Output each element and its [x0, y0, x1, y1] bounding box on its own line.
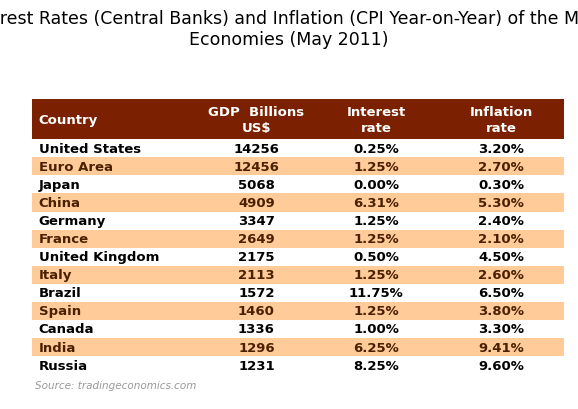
Text: GDP  Billions
US$: GDP Billions US$: [209, 106, 305, 135]
Bar: [32, 176, 564, 194]
Text: 1231: 1231: [238, 359, 275, 372]
Text: 3.20%: 3.20%: [478, 142, 524, 155]
Text: 12456: 12456: [234, 160, 279, 173]
Bar: [32, 320, 564, 338]
Text: 1.00%: 1.00%: [353, 323, 399, 336]
Text: 3347: 3347: [238, 215, 275, 227]
Text: 1296: 1296: [238, 341, 275, 354]
Text: 5.30%: 5.30%: [478, 197, 524, 209]
Text: 0.50%: 0.50%: [353, 251, 399, 263]
Bar: [32, 338, 564, 356]
Text: 2113: 2113: [238, 269, 275, 281]
Bar: [32, 140, 564, 158]
Text: Source: tradingeconomics.com: Source: tradingeconomics.com: [35, 380, 196, 390]
Text: Country: Country: [39, 114, 98, 126]
Text: 3.30%: 3.30%: [478, 323, 524, 336]
Text: Brazil: Brazil: [39, 287, 81, 300]
Text: 0.25%: 0.25%: [353, 142, 399, 155]
Text: 1.25%: 1.25%: [353, 215, 399, 227]
Text: 4.50%: 4.50%: [478, 251, 524, 263]
Bar: [32, 284, 564, 302]
Text: 5068: 5068: [238, 178, 275, 191]
Text: 2175: 2175: [238, 251, 275, 263]
Text: 1.25%: 1.25%: [353, 305, 399, 318]
Text: 6.31%: 6.31%: [353, 197, 399, 209]
Text: Inflation
rate: Inflation rate: [469, 106, 533, 135]
Text: 2.40%: 2.40%: [478, 215, 524, 227]
Text: Interest Rates (Central Banks) and Inflation (CPI Year-on-Year) of the Major
Eco: Interest Rates (Central Banks) and Infla…: [0, 10, 578, 49]
Text: France: France: [39, 233, 89, 245]
Text: 1.25%: 1.25%: [353, 269, 399, 281]
Text: 1.25%: 1.25%: [353, 233, 399, 245]
Text: 2.70%: 2.70%: [478, 160, 524, 173]
Text: Japan: Japan: [39, 178, 80, 191]
Bar: [32, 100, 564, 140]
Text: 1336: 1336: [238, 323, 275, 336]
Text: 6.50%: 6.50%: [478, 287, 524, 300]
Text: 1572: 1572: [238, 287, 275, 300]
Bar: [32, 248, 564, 266]
Text: 14256: 14256: [234, 142, 279, 155]
Text: Russia: Russia: [39, 359, 88, 372]
Bar: [32, 230, 564, 248]
Text: 2.60%: 2.60%: [478, 269, 524, 281]
Text: 0.00%: 0.00%: [353, 178, 399, 191]
Text: 3.80%: 3.80%: [478, 305, 524, 318]
Text: India: India: [39, 341, 76, 354]
Bar: [32, 212, 564, 230]
Text: Interest
rate: Interest rate: [346, 106, 406, 135]
Text: 1.25%: 1.25%: [353, 160, 399, 173]
Text: 1460: 1460: [238, 305, 275, 318]
Text: Canada: Canada: [39, 323, 94, 336]
Text: United Kingdom: United Kingdom: [39, 251, 159, 263]
Bar: [32, 302, 564, 320]
Text: 4909: 4909: [238, 197, 275, 209]
Text: 0.30%: 0.30%: [478, 178, 524, 191]
Text: Euro Area: Euro Area: [39, 160, 113, 173]
Bar: [32, 158, 564, 176]
Text: 9.60%: 9.60%: [478, 359, 524, 372]
Bar: [32, 194, 564, 212]
Bar: [32, 356, 564, 374]
Text: Germany: Germany: [39, 215, 106, 227]
Text: Italy: Italy: [39, 269, 72, 281]
Text: 6.25%: 6.25%: [353, 341, 399, 354]
Text: 11.75%: 11.75%: [349, 287, 403, 300]
Text: 2649: 2649: [238, 233, 275, 245]
Text: 2.10%: 2.10%: [478, 233, 524, 245]
Text: 8.25%: 8.25%: [353, 359, 399, 372]
Text: United States: United States: [39, 142, 141, 155]
Text: 9.41%: 9.41%: [478, 341, 524, 354]
Bar: [32, 266, 564, 284]
Text: Spain: Spain: [39, 305, 81, 318]
Text: China: China: [39, 197, 81, 209]
